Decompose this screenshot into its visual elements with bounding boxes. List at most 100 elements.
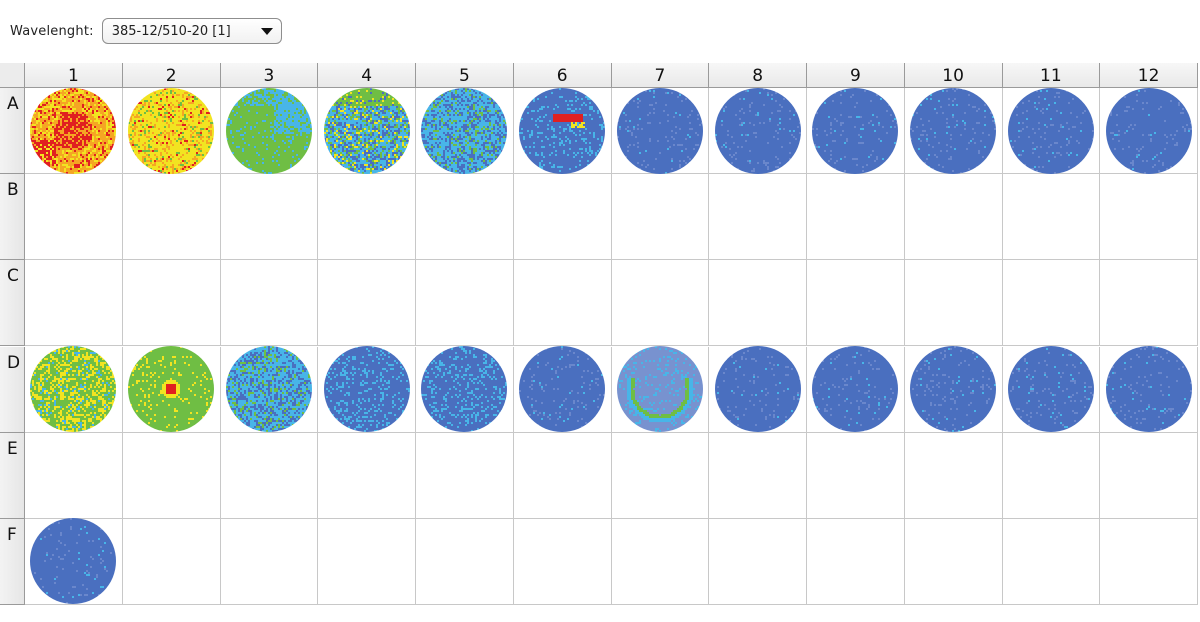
well-cell-E1[interactable] [25, 432, 123, 519]
well-heatmap-D12[interactable] [1105, 346, 1192, 433]
well-cell-C6[interactable] [513, 260, 612, 347]
well-heatmap-D7[interactable] [616, 346, 703, 433]
well-cell-E6[interactable] [513, 432, 612, 519]
well-cell-C5[interactable] [416, 260, 514, 347]
well-cell-E4[interactable] [318, 432, 416, 519]
well-cell-B7[interactable] [611, 174, 710, 261]
well-heatmap-A11[interactable] [1007, 87, 1094, 174]
well-cell-C3[interactable] [220, 260, 319, 347]
well-cell-B6[interactable] [513, 174, 612, 261]
well-cell-D12[interactable] [1100, 346, 1198, 433]
well-cell-C11[interactable] [1002, 260, 1101, 347]
well-cell-E3[interactable] [220, 432, 319, 519]
well-cell-C10[interactable] [904, 260, 1003, 347]
well-heatmap-D3[interactable] [225, 346, 312, 433]
column-header-12[interactable]: 12 [1100, 63, 1198, 88]
well-cell-A6[interactable] [513, 87, 612, 175]
well-cell-F4[interactable] [318, 518, 416, 605]
well-cell-B1[interactable] [25, 174, 123, 261]
well-heatmap-D9[interactable] [812, 346, 899, 433]
column-header-4[interactable]: 4 [318, 63, 416, 88]
well-cell-C7[interactable] [611, 260, 710, 347]
well-cell-F7[interactable] [611, 518, 710, 605]
well-heatmap-D1[interactable] [30, 346, 117, 433]
column-header-1[interactable]: 1 [25, 63, 123, 88]
well-cell-F3[interactable] [220, 518, 319, 605]
row-header-B[interactable]: B [0, 174, 25, 261]
well-heatmap-D6[interactable] [519, 346, 606, 433]
well-cell-B3[interactable] [220, 174, 319, 261]
well-heatmap-D2[interactable] [128, 346, 215, 433]
well-heatmap-D4[interactable] [323, 346, 410, 433]
well-cell-B11[interactable] [1002, 174, 1101, 261]
well-cell-F6[interactable] [513, 518, 612, 605]
column-header-8[interactable]: 8 [709, 63, 807, 88]
well-cell-D7[interactable] [611, 346, 710, 433]
well-heatmap-A2[interactable] [128, 87, 215, 174]
well-cell-A4[interactable] [318, 87, 416, 175]
well-cell-F1[interactable] [25, 518, 123, 605]
column-header-7[interactable]: 7 [611, 63, 710, 88]
well-cell-D5[interactable] [416, 346, 514, 433]
column-header-2[interactable]: 2 [122, 63, 221, 88]
well-cell-C8[interactable] [709, 260, 807, 347]
well-heatmap-D11[interactable] [1007, 346, 1094, 433]
well-cell-B5[interactable] [416, 174, 514, 261]
well-heatmap-A6[interactable] [519, 87, 606, 174]
well-cell-A10[interactable] [904, 87, 1003, 175]
well-cell-A3[interactable] [220, 87, 319, 175]
well-cell-F8[interactable] [709, 518, 807, 605]
well-cell-B4[interactable] [318, 174, 416, 261]
well-heatmap-D5[interactable] [421, 346, 508, 433]
well-heatmap-A12[interactable] [1105, 87, 1192, 174]
well-cell-F12[interactable] [1100, 518, 1198, 605]
well-cell-C9[interactable] [807, 260, 905, 347]
well-heatmap-D8[interactable] [714, 346, 801, 433]
column-header-11[interactable]: 11 [1002, 63, 1101, 88]
well-heatmap-F1[interactable] [30, 518, 117, 605]
column-header-5[interactable]: 5 [416, 63, 514, 88]
well-cell-A9[interactable] [807, 87, 905, 175]
well-cell-A5[interactable] [416, 87, 514, 175]
well-cell-C1[interactable] [25, 260, 123, 347]
column-header-3[interactable]: 3 [220, 63, 319, 88]
well-cell-B2[interactable] [122, 174, 221, 261]
well-cell-A8[interactable] [709, 87, 807, 175]
well-cell-D8[interactable] [709, 346, 807, 433]
well-cell-B10[interactable] [904, 174, 1003, 261]
well-cell-A11[interactable] [1002, 87, 1101, 175]
wavelength-select[interactable]: 385-12/510-20 [1] [101, 18, 282, 44]
well-cell-E7[interactable] [611, 432, 710, 519]
well-heatmap-A10[interactable] [910, 87, 997, 174]
row-header-C[interactable]: C [0, 260, 25, 347]
triangle-down-icon[interactable] [260, 28, 273, 35]
well-heatmap-A7[interactable] [616, 87, 703, 174]
well-cell-D3[interactable] [220, 346, 319, 433]
well-heatmap-A4[interactable] [323, 87, 410, 174]
column-header-6[interactable]: 6 [513, 63, 612, 88]
well-cell-C4[interactable] [318, 260, 416, 347]
well-heatmap-A1[interactable] [30, 87, 117, 174]
well-cell-C12[interactable] [1100, 260, 1198, 347]
column-header-9[interactable]: 9 [807, 63, 905, 88]
well-heatmap-D10[interactable] [910, 346, 997, 433]
well-heatmap-A5[interactable] [421, 87, 508, 174]
well-heatmap-A8[interactable] [714, 87, 801, 174]
well-cell-D6[interactable] [513, 346, 612, 433]
row-header-A[interactable]: A [0, 88, 25, 175]
row-header-D[interactable]: D [0, 346, 25, 433]
well-cell-D10[interactable] [904, 346, 1003, 433]
well-cell-F10[interactable] [904, 518, 1003, 605]
well-cell-D2[interactable] [122, 346, 221, 433]
column-header-10[interactable]: 10 [904, 63, 1003, 88]
well-cell-D4[interactable] [318, 346, 416, 433]
well-cell-B12[interactable] [1100, 174, 1198, 261]
well-cell-E8[interactable] [709, 432, 807, 519]
well-cell-F11[interactable] [1002, 518, 1101, 605]
well-cell-E5[interactable] [416, 432, 514, 519]
well-heatmap-A3[interactable] [225, 87, 312, 174]
well-cell-C2[interactable] [122, 260, 221, 347]
well-cell-F5[interactable] [416, 518, 514, 605]
well-cell-F9[interactable] [807, 518, 905, 605]
row-header-F[interactable]: F [0, 518, 25, 605]
